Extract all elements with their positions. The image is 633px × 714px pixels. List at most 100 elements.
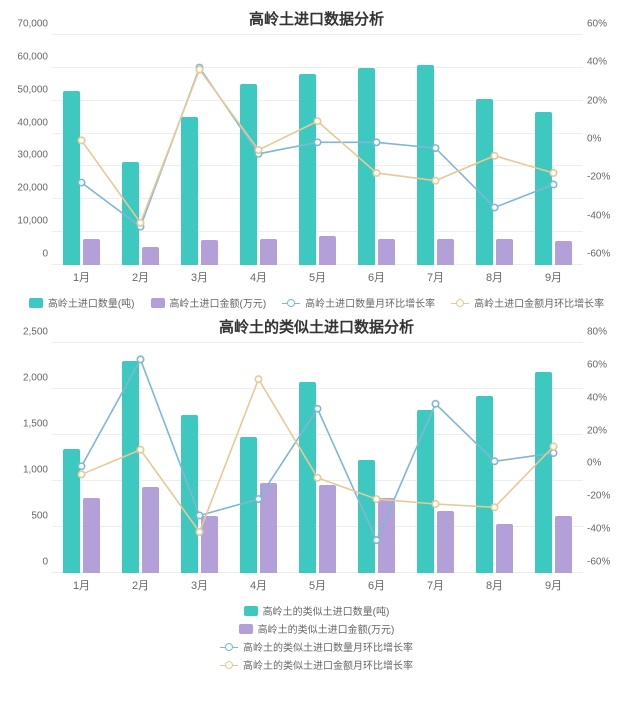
chart-panel-1: 高岭土进口数据分析 010,00020,00030,00040,00050,00… [8,8,625,310]
marker-line2 [432,501,438,507]
legend-item: 高岭土进口数量(吨) [29,295,135,310]
marker-line2 [255,147,261,153]
yleft-tick: 2,000 [8,373,48,384]
chart2-title: 高岭土的类似土进口数据分析 [8,316,625,337]
x-tick: 2月 [111,577,170,593]
marker-line1 [432,145,438,151]
legend-label: 高岭土的类似土进口数量(吨) [263,603,390,618]
marker-line2 [550,170,556,176]
chart2-plot: 05001,0001,5002,0002,500-60%-40%-20%0%20… [52,343,583,573]
yleft-tick: 40,000 [8,117,48,128]
marker-line2 [196,66,202,72]
marker-line1 [196,512,202,518]
x-tick: 6月 [347,269,406,285]
yleft-tick: 60,000 [8,51,48,62]
x-tick: 8月 [465,269,524,285]
yleft-tick: 1,000 [8,465,48,476]
line-overlay [52,35,583,265]
marker-line2 [137,220,143,226]
line-line1 [82,68,554,227]
yright-tick: 60% [587,359,625,370]
yright-tick: 0% [587,458,625,469]
x-tick: 4月 [229,577,288,593]
yright-tick: -20% [587,491,625,502]
marker-line2 [373,496,379,502]
chart1-xlabels: 1月2月3月4月5月6月7月8月9月 [52,269,583,285]
legend-swatch [29,298,43,308]
x-tick: 7月 [406,577,465,593]
legend-item: 高岭土的类似土进口数量月环比增长率 [220,639,413,654]
legend-label: 高岭土的类似土进口数量月环比增长率 [243,639,413,654]
x-tick: 7月 [406,269,465,285]
chart1-legend: 高岭土进口数量(吨) 高岭土进口金额(万元) 高岭土进口数量月环比增长率 高岭土进口金… [8,295,625,310]
legend-swatch [220,642,238,652]
yleft-tick: 2,500 [8,327,48,338]
yright-tick: -40% [587,210,625,221]
x-tick: 6月 [347,577,406,593]
chart-panel-2: 高岭土的类似土进口数据分析 05001,0001,5002,0002,500-6… [8,316,625,672]
yright-tick: 20% [587,95,625,106]
x-tick: 5月 [288,269,347,285]
yleft-tick: 0 [8,557,48,568]
yright-tick: -60% [587,557,625,568]
legend-swatch [451,298,469,308]
yright-tick: 20% [587,425,625,436]
marker-line1 [78,463,84,469]
marker-line2 [137,447,143,453]
legend-item: 高岭土的类似土进口金额月环比增长率 [220,657,413,672]
chart2-xlabels: 1月2月3月4月5月6月7月8月9月 [52,577,583,593]
chart1-plot: 010,00020,00030,00040,00050,00060,00070,… [52,35,583,265]
marker-line2 [314,118,320,124]
marker-line1 [78,179,84,185]
legend-swatch [151,298,165,308]
legend-swatch [282,298,300,308]
x-tick: 9月 [524,269,583,285]
marker-line1 [491,458,497,464]
yright-tick: 40% [587,57,625,68]
marker-line1 [314,139,320,145]
legend-swatch [220,660,238,670]
marker-line1 [550,450,556,456]
marker-line2 [314,475,320,481]
yleft-tick: 500 [8,511,48,522]
legend-label: 高岭土进口金额(万元) [170,295,267,310]
line-overlay [52,343,583,573]
chart1-wrap: 010,00020,00030,00040,00050,00060,00070,… [8,35,625,285]
yleft-tick: 30,000 [8,150,48,161]
legend-label: 高岭土的类似土进口金额(万元) [258,621,395,636]
yleft-tick: 0 [8,249,48,260]
marker-line2 [255,376,261,382]
marker-line1 [491,204,497,210]
yright-tick: 80% [587,327,625,338]
legend-item: 高岭土进口金额月环比增长率 [451,295,604,310]
marker-line2 [78,471,84,477]
legend-item: 高岭土进口数量月环比增长率 [282,295,435,310]
yright-tick: 40% [587,392,625,403]
yright-tick: -40% [587,524,625,535]
marker-line2 [432,177,438,183]
marker-line2 [491,504,497,510]
yright-tick: -60% [587,249,625,260]
x-tick: 5月 [288,577,347,593]
marker-line1 [373,537,379,543]
marker-line1 [550,181,556,187]
x-tick: 1月 [52,577,111,593]
yright-tick: 60% [587,19,625,30]
chart1-title: 高岭土进口数据分析 [8,8,625,29]
legend-item: 高岭土的类似土进口金额(万元) [239,621,395,636]
marker-line2 [491,153,497,159]
yleft-tick: 10,000 [8,216,48,227]
yright-tick: 0% [587,134,625,145]
x-tick: 2月 [111,269,170,285]
marker-line2 [373,170,379,176]
marker-line2 [550,443,556,449]
legend-swatch [239,624,253,634]
marker-line1 [255,496,261,502]
marker-line1 [432,401,438,407]
x-tick: 3月 [170,269,229,285]
x-tick: 3月 [170,577,229,593]
legend-label: 高岭土的类似土进口金额月环比增长率 [243,657,413,672]
legend-label: 高岭土进口数量月环比增长率 [305,295,435,310]
yleft-tick: 20,000 [8,183,48,194]
legend-item: 高岭土进口金额(万元) [151,295,267,310]
